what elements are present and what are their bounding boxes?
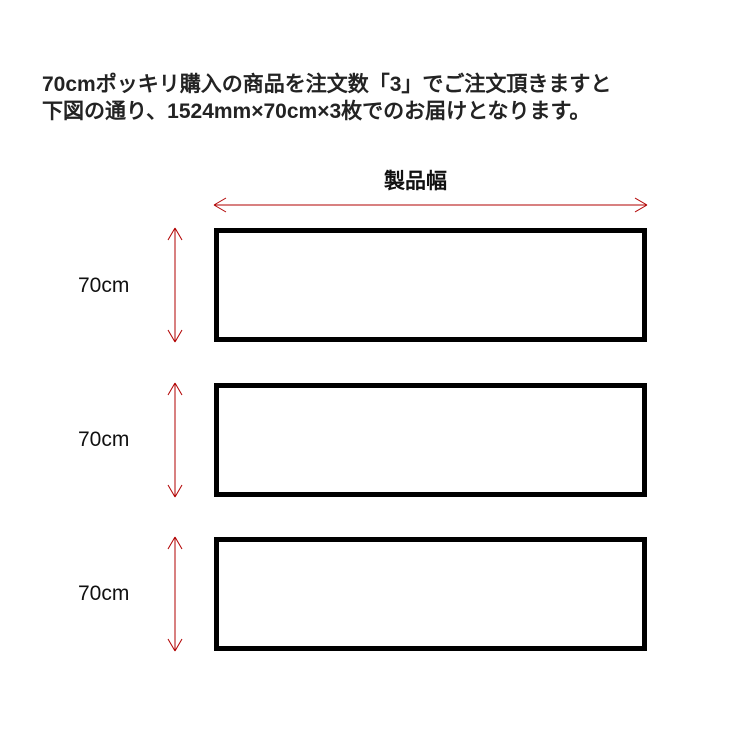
height-arrows-icon bbox=[0, 0, 750, 750]
height-label-2: 70cm bbox=[78, 428, 129, 452]
diagram-stage: 70cmポッキリ購入の商品を注文数「3」でご注文頂きますと 下図の通り、1524… bbox=[0, 0, 750, 750]
height-label-1: 70cm bbox=[78, 274, 129, 298]
height-label-3: 70cm bbox=[78, 582, 129, 606]
